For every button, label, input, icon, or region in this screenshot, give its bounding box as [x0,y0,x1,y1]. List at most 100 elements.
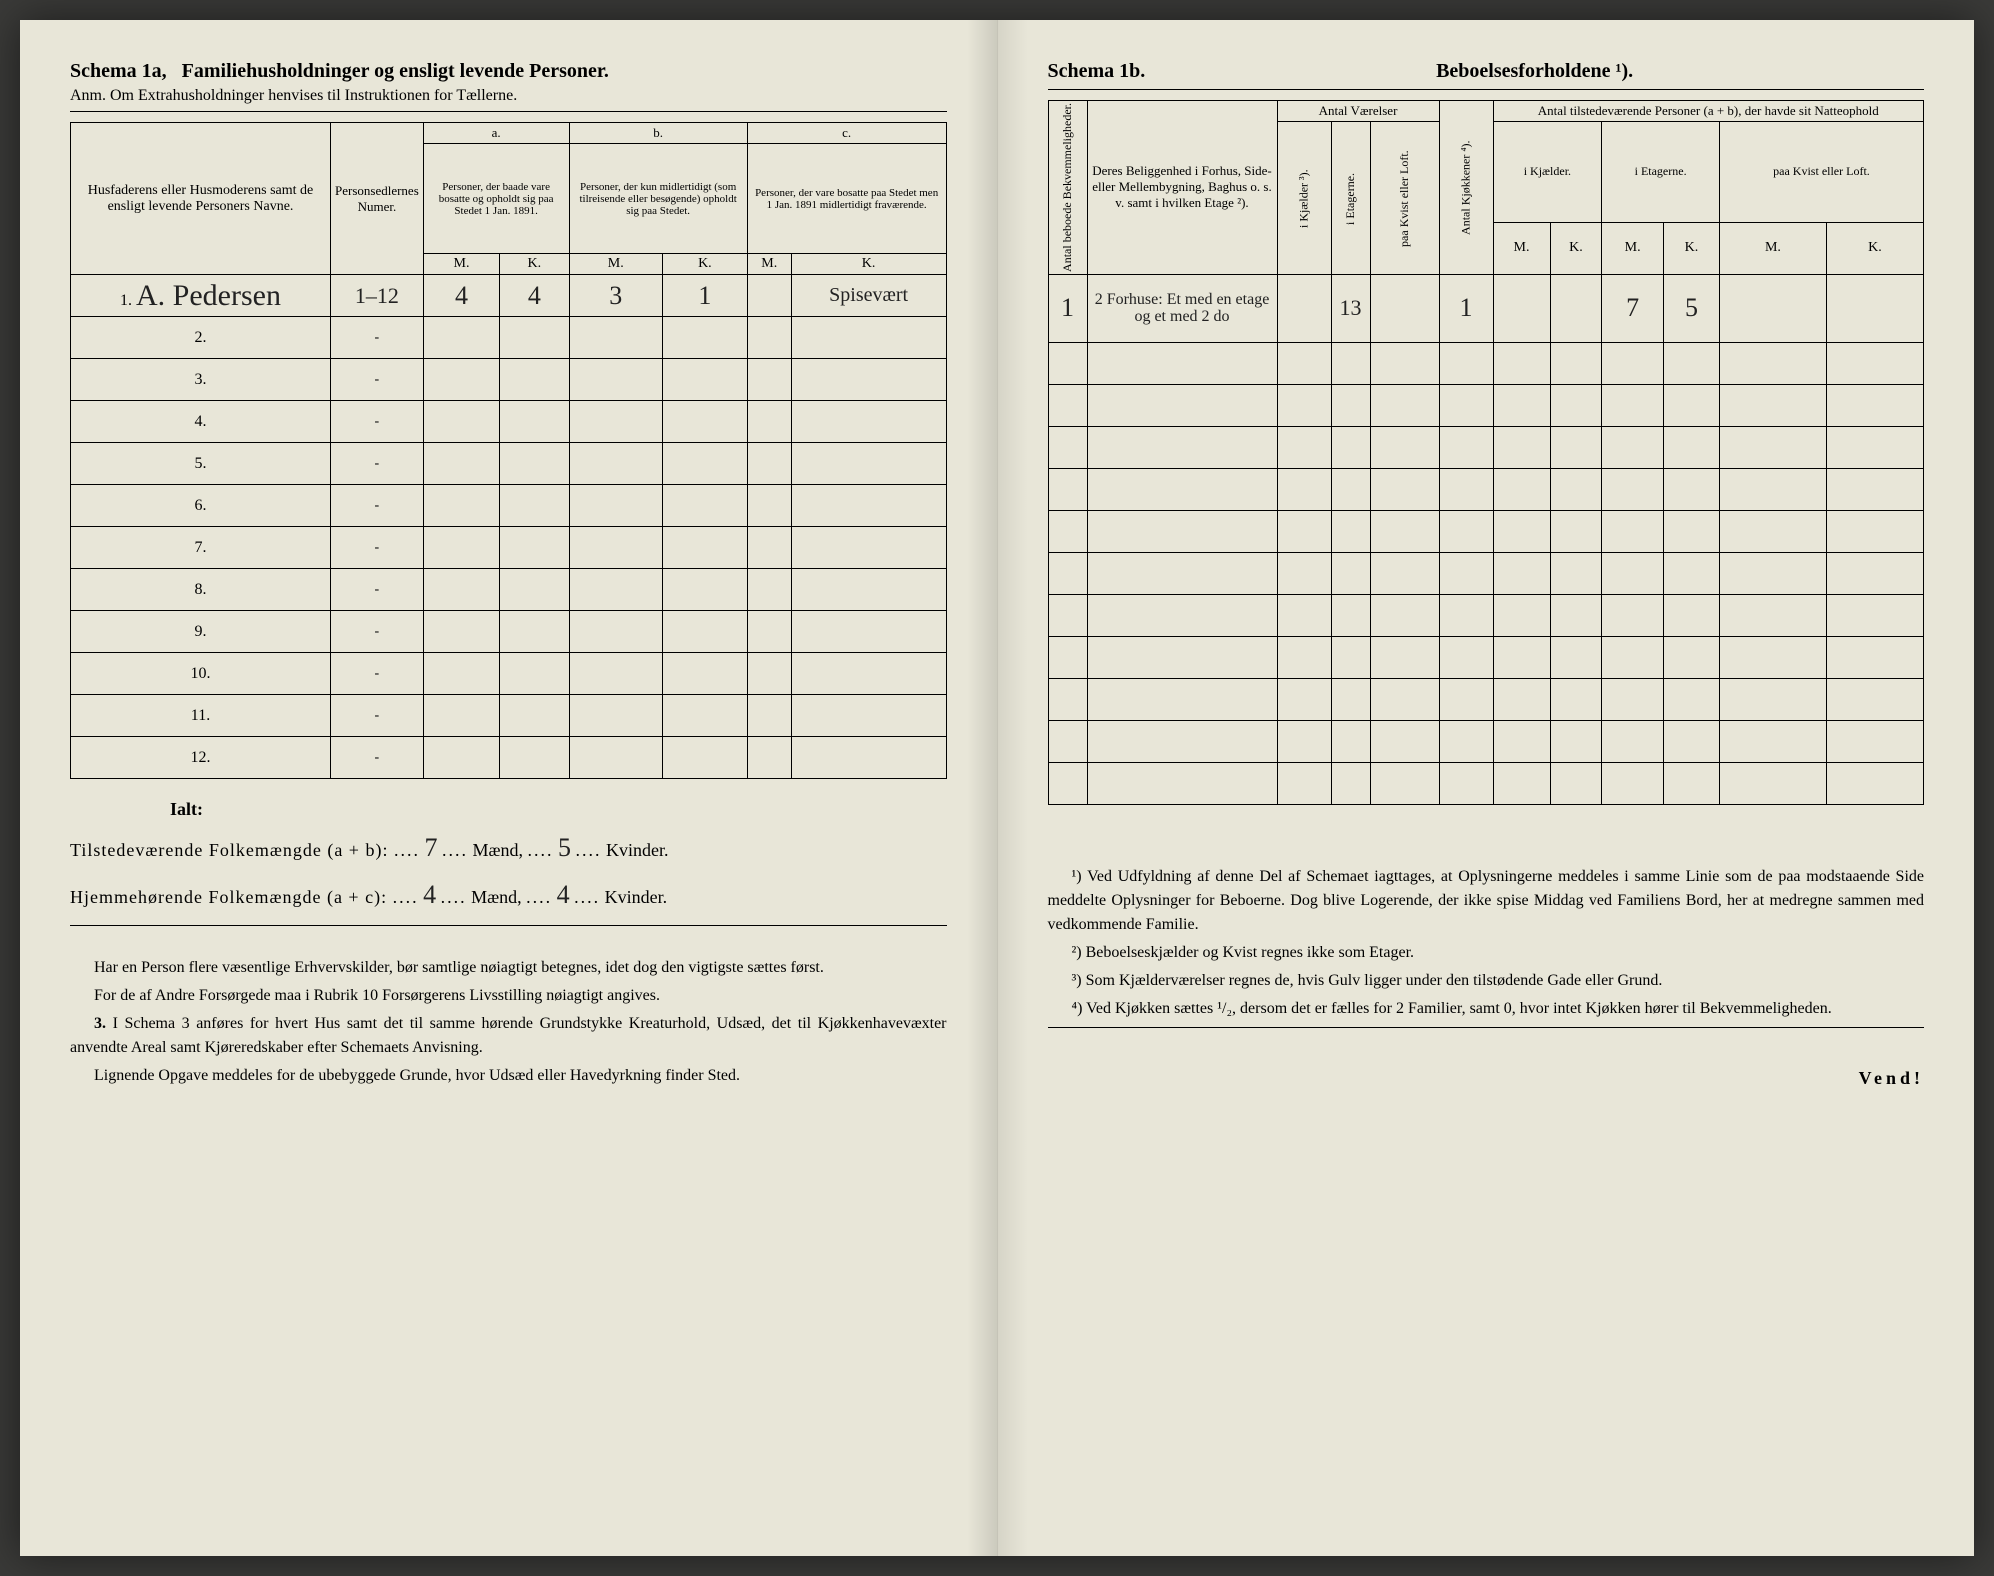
col-antal-vaerelser: Antal Værelser [1277,101,1439,122]
cell [1331,342,1370,384]
cell [1493,594,1550,636]
cell [1370,384,1439,426]
cell [1277,510,1331,552]
schema-1a-title: Schema 1a, Familiehusholdninger og ensli… [70,60,947,83]
r1-net-k: 5 [1663,274,1719,342]
cell [423,401,499,443]
divider [1048,1027,1925,1028]
cell [1826,510,1923,552]
cell [1048,636,1087,678]
cell [1826,678,1923,720]
row-1-a-k: 4 [500,275,569,317]
table-row [1048,468,1924,510]
cell [1719,510,1826,552]
cell [1602,384,1664,426]
cell: - [331,359,424,401]
cell [1087,594,1277,636]
cell [1493,678,1550,720]
dots: .... [574,887,600,907]
cell [662,317,747,359]
cell [1277,720,1331,762]
ialt-label: Ialt: [170,793,947,825]
schema-1b-heading: Beboelsesforholdene ¹). [1436,60,1633,83]
cell [747,611,791,653]
row-num: 12. [71,737,331,779]
col-n-kjaelder: i Kjælder. [1493,122,1602,223]
cell [1826,720,1923,762]
cell [1602,636,1664,678]
cell [791,527,946,569]
cell [1826,636,1923,678]
dots: .... [441,887,467,907]
footnote-4: ⁴) Ved Kjøkken sættes ¹/₂, dersom det er… [1048,997,1925,1021]
document-spread: Schema 1a, Familiehusholdninger og ensli… [20,20,1974,1556]
cell: - [331,737,424,779]
col-v-kjaelder: i Kjælder ³). [1277,122,1331,275]
cell [1550,468,1602,510]
cell: - [331,527,424,569]
col-a-label: a. [423,123,569,144]
sum1-label: Tilstedeværende Folkemængde (a + b): [70,840,394,860]
cell [1277,552,1331,594]
col-tilstede: Antal tilstedeværende Personer (a + b), … [1493,101,1924,122]
cell [1439,552,1493,594]
cell [747,527,791,569]
table-row: 8.- [71,569,947,611]
cell [747,359,791,401]
cell [423,569,499,611]
cell [1087,342,1277,384]
table-row [1048,762,1924,804]
table-row: 4.- [71,401,947,443]
left-page: Schema 1a, Familiehusholdninger og ensli… [20,20,998,1556]
cell [500,737,569,779]
cell [1370,636,1439,678]
dots: .... [394,840,420,860]
cell [569,737,662,779]
cell [747,653,791,695]
cell: - [331,401,424,443]
cell [1550,762,1602,804]
schema-1a-label: Schema 1a, [70,60,167,82]
col-c-k: K. [791,254,946,275]
cell: - [331,695,424,737]
cell [1331,510,1370,552]
cell [1663,720,1719,762]
col-v-kvist: paa Kvist eller Loft. [1370,122,1439,275]
cell [1087,426,1277,468]
cell [1493,384,1550,426]
table-row: 1. A. Pedersen 1–12 4 4 3 1 Spisevært [71,275,947,317]
cell [1277,636,1331,678]
row-1-nums: 1–12 [331,275,424,317]
col-b-k: K. [662,254,747,275]
sum1-mid: Mænd, [472,840,527,860]
cell [1550,552,1602,594]
cell [662,359,747,401]
cell [423,695,499,737]
row-num: 10. [71,653,331,695]
cell [1493,426,1550,468]
cell [1550,636,1602,678]
mk-m: M. [1602,222,1664,274]
divider [70,925,947,926]
cell [791,401,946,443]
table-row [1048,384,1924,426]
mk-m: M. [1493,222,1550,274]
summary-block: Ialt: Tilstedeværende Folkemængde (a + b… [70,793,947,919]
cell [1048,678,1087,720]
cell [423,443,499,485]
cell [1370,510,1439,552]
footnote-p1: Har en Person flere væsentlige Erhvervsk… [70,956,947,980]
schema-1a-anm: Anm. Om Extrahusholdninger henvises til … [70,87,947,105]
sum1-end: Kvinder. [606,840,669,860]
col-antal-bekv: Antal beboede Bekvemmeligheder. [1048,101,1087,275]
summary-line-2: Hjemmehørende Folkemængde (a + c): .... … [70,872,947,919]
divider [70,111,947,112]
cell [1048,720,1087,762]
cell [423,527,499,569]
sum2-end: Kvinder. [605,887,668,907]
table-left-body: 1. A. Pedersen 1–12 4 4 3 1 Spisevært 2.… [71,275,947,779]
cell [662,695,747,737]
table-row [1048,720,1924,762]
col-c-desc: Personer, der vare bosatte paa Stedet me… [747,144,946,254]
sum2-m: 4 [423,880,436,909]
